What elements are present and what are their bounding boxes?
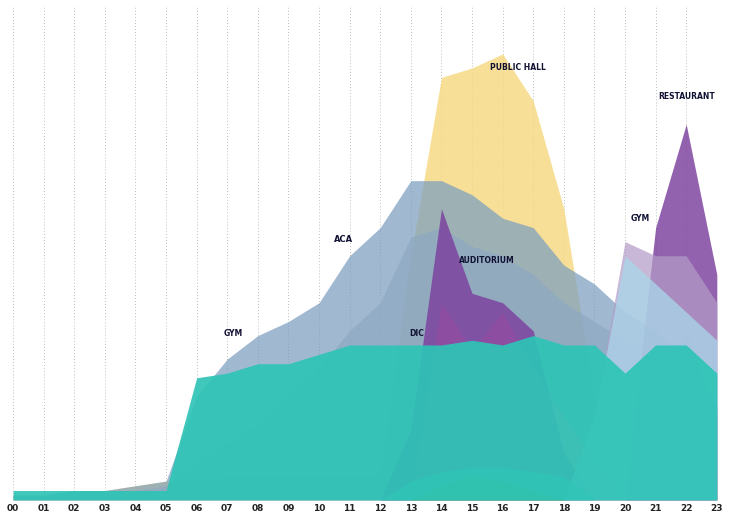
Text: GYM: GYM <box>223 329 243 337</box>
Text: PUBLIC HALL: PUBLIC HALL <box>490 63 546 72</box>
Text: RESTAURANT: RESTAURANT <box>658 92 715 101</box>
Text: ACA: ACA <box>334 235 353 244</box>
Text: DIC: DIC <box>410 329 424 337</box>
Text: GYM: GYM <box>631 214 650 223</box>
Text: AUDITORIUM: AUDITORIUM <box>459 256 515 265</box>
